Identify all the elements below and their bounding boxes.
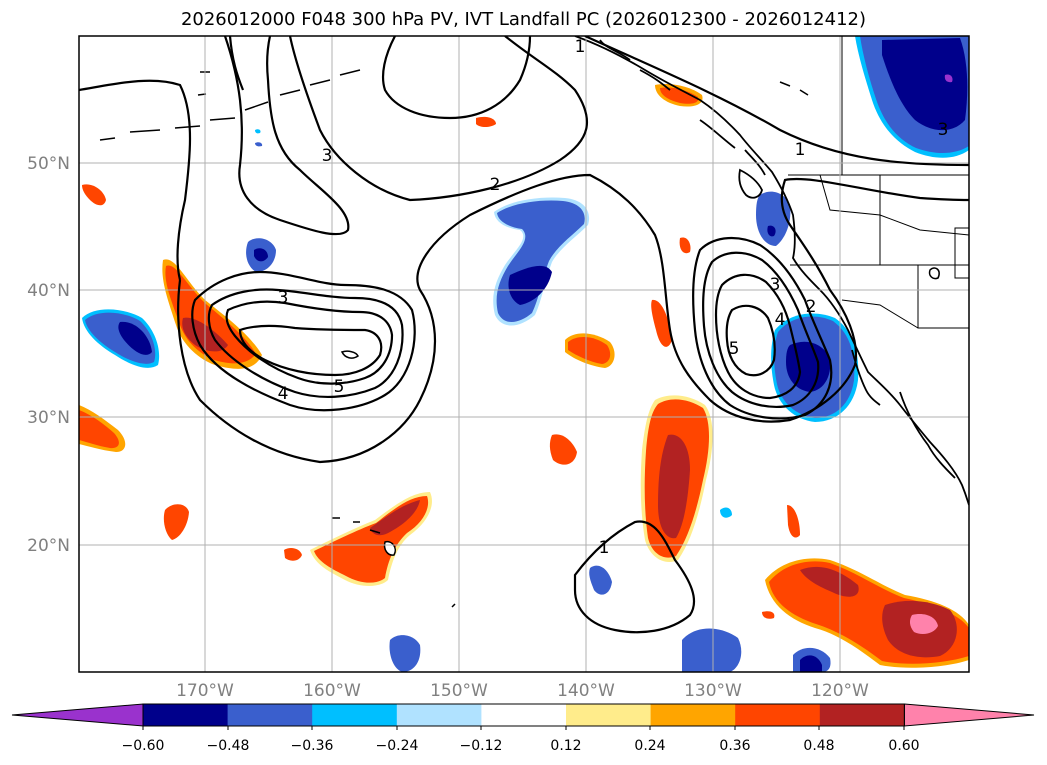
colorbar-ticks [142, 726, 905, 730]
colorbar-tick-label: −0.24 [376, 738, 419, 754]
colorbar-tick-label: −0.36 [291, 738, 334, 754]
contour-label: 3 [322, 146, 333, 166]
latitude-label: 40°N [27, 281, 70, 301]
contour-label: 5 [729, 339, 740, 359]
colorbar-tick-label: 0.48 [803, 738, 834, 754]
longitude-label: 140°W [557, 681, 615, 701]
contour-labels: 1 1 1 2 2 3 3 3 3 4 4 5 5 [278, 37, 949, 558]
colorbar-segment [735, 704, 821, 726]
gridlines [79, 36, 969, 672]
map-frame [78, 35, 970, 673]
pc-negative-shading [82, 36, 969, 672]
colorbar-segment [819, 704, 905, 726]
colorbar: −0.60 −0.48 −0.36 −0.24 −0.12 0.12 0.24 … [11, 703, 1035, 754]
contour-label: 1 [795, 140, 806, 160]
colorbar-frame [142, 703, 905, 727]
longitude-labels: 170°W 160°W 150°W 140°W 130°W 120°W [176, 681, 869, 701]
latitude-labels: 50°N 40°N 30°N 20°N [27, 154, 70, 556]
map-title: 2026012000 F048 300 hPa PV, IVT Landfall… [180, 9, 867, 30]
colorbar-segment [566, 704, 652, 726]
contour-label: 3 [770, 275, 781, 295]
colorbar-tick-label: 0.36 [719, 738, 750, 754]
colorbar-tick-label: −0.60 [122, 738, 165, 754]
colorbar-tick-label: 0.60 [888, 738, 919, 754]
colorbar-extend-right [903, 703, 1035, 727]
latitude-label: 50°N [27, 154, 70, 174]
pc-positive-shading [79, 84, 969, 668]
longitude-label: 150°W [430, 681, 488, 701]
colorbar-segments [11, 703, 1035, 727]
colorbar-segment [312, 704, 398, 726]
contour-label: 1 [575, 37, 586, 57]
colorbar-tick-label: −0.12 [460, 738, 503, 754]
pv-contours [79, 36, 969, 634]
colorbar-tick-labels: −0.60 −0.48 −0.36 −0.24 −0.12 0.12 0.24 … [122, 738, 920, 754]
latitude-label: 30°N [27, 408, 70, 428]
coastlines [574, 36, 969, 506]
colorbar-extend-left [11, 703, 144, 727]
colorbar-segment [143, 704, 229, 726]
longitude-label: 120°W [811, 681, 869, 701]
contour-label: 5 [334, 377, 345, 397]
longitude-label: 160°W [303, 681, 361, 701]
longitude-label: 170°W [176, 681, 234, 701]
contour-label: 4 [278, 384, 289, 404]
colorbar-tick-label: −0.48 [207, 738, 250, 754]
contour-label: 3 [278, 288, 289, 308]
colorbar-segment [650, 704, 736, 726]
contour-label: 2 [806, 297, 817, 317]
colorbar-segment [396, 704, 482, 726]
contour-label: 4 [775, 310, 786, 330]
contour-label: 2 [490, 175, 501, 195]
colorbar-tick-label: 0.24 [634, 738, 665, 754]
latitude-label: 20°N [27, 536, 70, 556]
contour-label: 3 [938, 120, 949, 140]
colorbar-segment [481, 704, 567, 726]
longitude-label: 130°W [684, 681, 742, 701]
contour-label: 1 [599, 538, 610, 558]
colorbar-tick-label: 0.12 [550, 738, 581, 754]
colorbar-segment [227, 704, 313, 726]
